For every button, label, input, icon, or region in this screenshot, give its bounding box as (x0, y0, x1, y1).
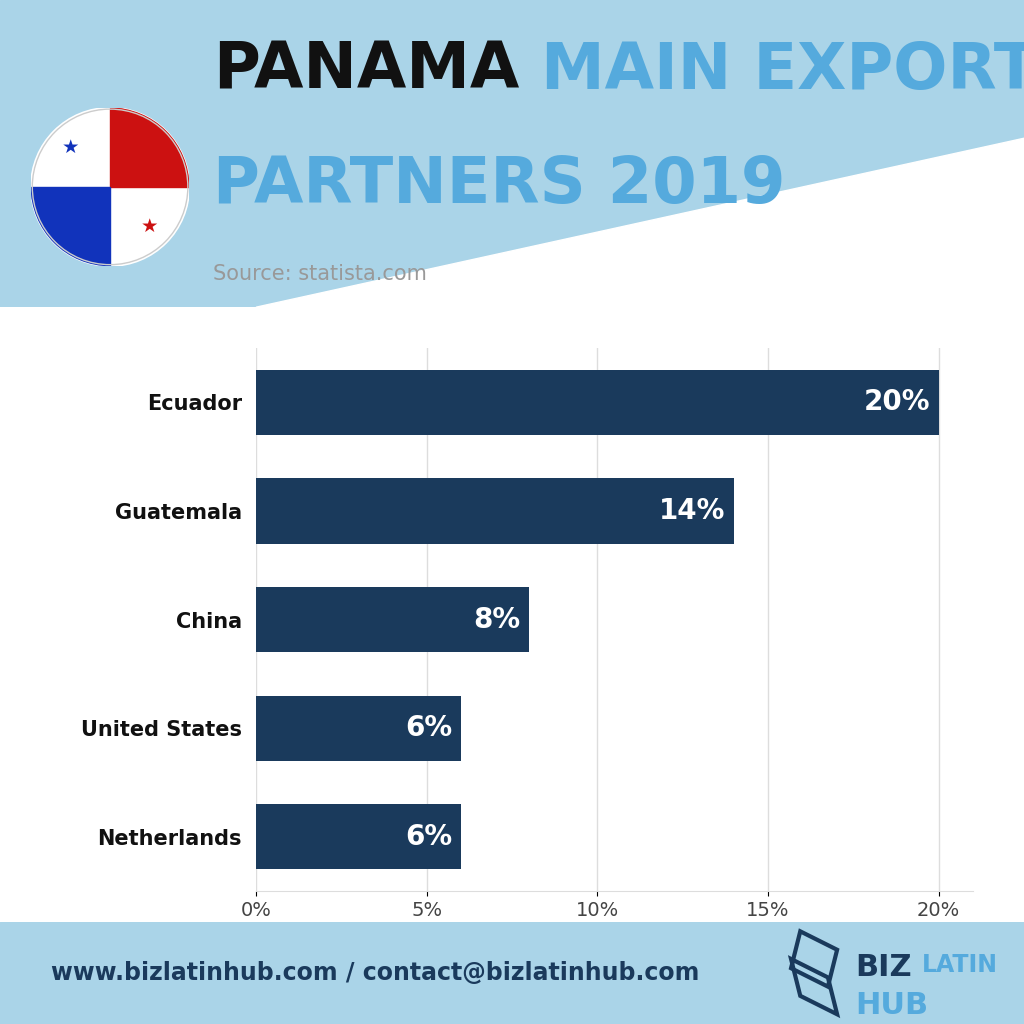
Text: 20%: 20% (863, 388, 930, 417)
Text: www.bizlatinhub.com / contact@bizlatinhub.com: www.bizlatinhub.com / contact@bizlatinhu… (51, 961, 699, 985)
Circle shape (31, 108, 189, 266)
Text: BIZ: BIZ (855, 953, 911, 982)
Text: MAIN EXPORT: MAIN EXPORT (541, 40, 1024, 102)
Text: PARTNERS 2019: PARTNERS 2019 (213, 154, 785, 216)
Polygon shape (111, 108, 189, 186)
Text: ★: ★ (61, 137, 79, 157)
Bar (256, 478, 734, 544)
Text: Source: statista.com: Source: statista.com (213, 264, 427, 285)
Bar (256, 804, 461, 869)
Text: 6%: 6% (406, 714, 453, 742)
Text: ★: ★ (141, 217, 159, 237)
Bar (256, 370, 939, 435)
Text: 14%: 14% (659, 497, 725, 525)
Bar (256, 587, 529, 652)
Polygon shape (256, 138, 1024, 307)
Text: 8%: 8% (473, 605, 520, 634)
Text: 6%: 6% (406, 822, 453, 851)
Text: HUB: HUB (855, 991, 928, 1021)
Text: PANAMA: PANAMA (213, 40, 519, 102)
Polygon shape (31, 186, 111, 266)
Bar (256, 695, 461, 761)
Text: LATIN: LATIN (922, 953, 997, 977)
